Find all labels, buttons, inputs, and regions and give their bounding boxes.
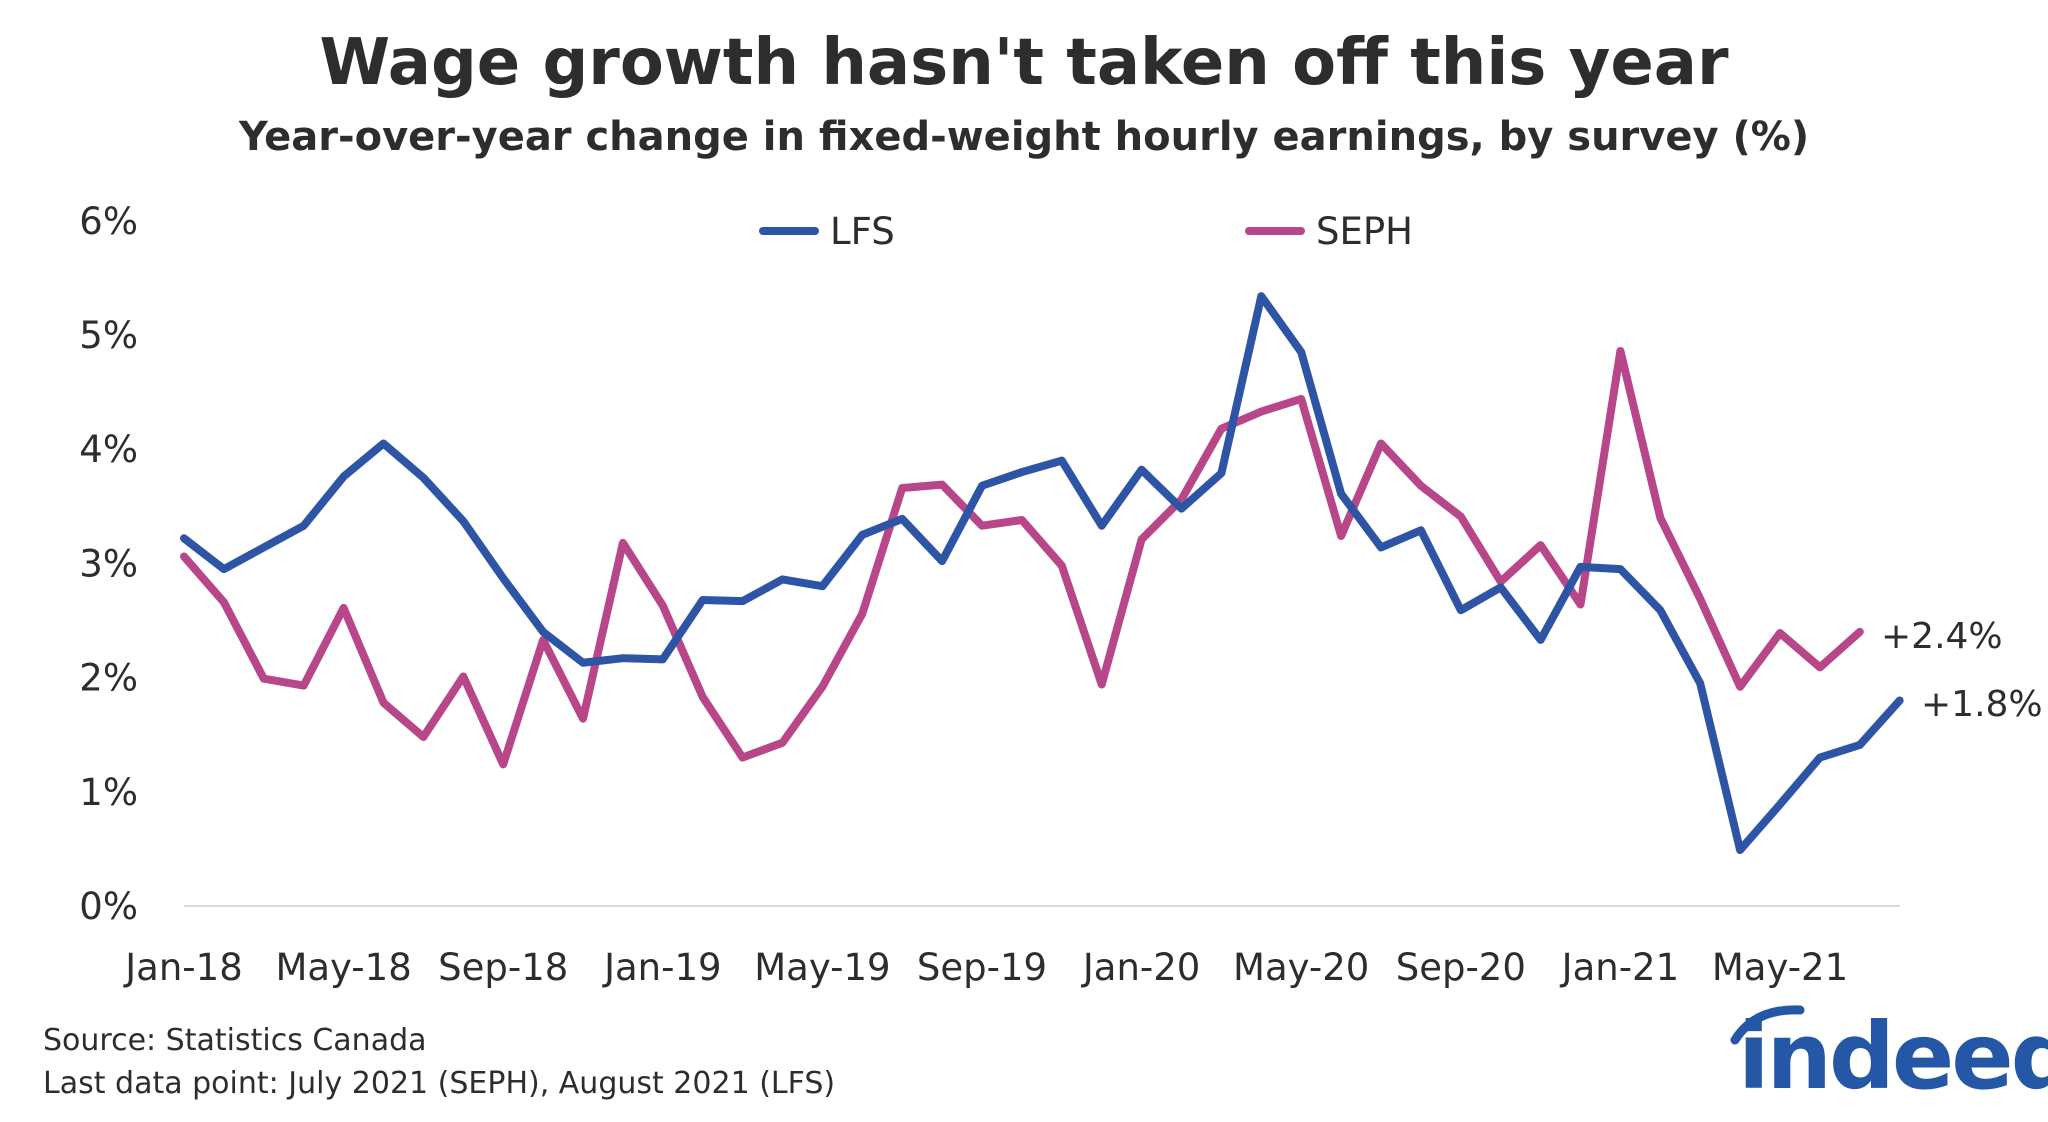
y-tick-label: 3%: [79, 542, 138, 585]
x-tick-label: Jan-20: [1081, 946, 1200, 989]
y-tick-label: 2%: [79, 657, 138, 700]
legend: LFS SEPH: [759, 210, 1413, 253]
y-axis: 0% 1% 2% 3% 4% 5% 6%: [79, 200, 138, 928]
end-label-lfs: +1.8%: [1921, 684, 2043, 725]
y-tick-label: 4%: [79, 428, 138, 471]
x-tick-label: Sep-20: [1396, 946, 1526, 989]
indeed-logo: indeed: [1730, 1003, 2048, 1110]
y-tick-label: 1%: [79, 771, 138, 814]
last-data-point-note: Last data point: July 2021 (SEPH), Augus…: [43, 1066, 835, 1101]
end-label-seph: +2.4%: [1881, 616, 2003, 657]
x-tick-label: Jan-19: [602, 946, 721, 989]
x-tick-label: May-18: [275, 946, 411, 989]
y-tick-label: 6%: [79, 200, 138, 243]
series-line-lfs: [180, 292, 1904, 855]
x-axis: Jan-18 May-18 Sep-18 Jan-19 May-19 Sep-19 Jan-…: [123, 946, 1848, 989]
x-tick-label: May-19: [754, 946, 890, 989]
series-line-seph: [180, 346, 1864, 769]
x-tick-label: Jan-18: [123, 946, 242, 989]
logo-arc-icon: [1730, 1005, 1805, 1045]
x-tick-label: Jan-21: [1560, 946, 1679, 989]
x-tick-label: May-21: [1712, 946, 1848, 989]
source-note: Source: Statistics Canada: [43, 1023, 427, 1058]
y-tick-label: 5%: [79, 314, 138, 357]
legend-label-seph: SEPH: [1316, 210, 1413, 253]
chart-title: Wage growth hasn't taken off this year: [319, 26, 1729, 100]
legend-label-lfs: LFS: [830, 210, 895, 253]
x-tick-label: May-20: [1233, 946, 1369, 989]
chart-subtitle: Year-over-year change in fixed-weight ho…: [238, 114, 1809, 160]
logo-wordmark: indeed: [1738, 1003, 2048, 1110]
x-tick-label: Sep-19: [917, 946, 1047, 989]
x-tick-label: Sep-18: [438, 946, 568, 989]
y-tick-label: 0%: [79, 885, 138, 928]
